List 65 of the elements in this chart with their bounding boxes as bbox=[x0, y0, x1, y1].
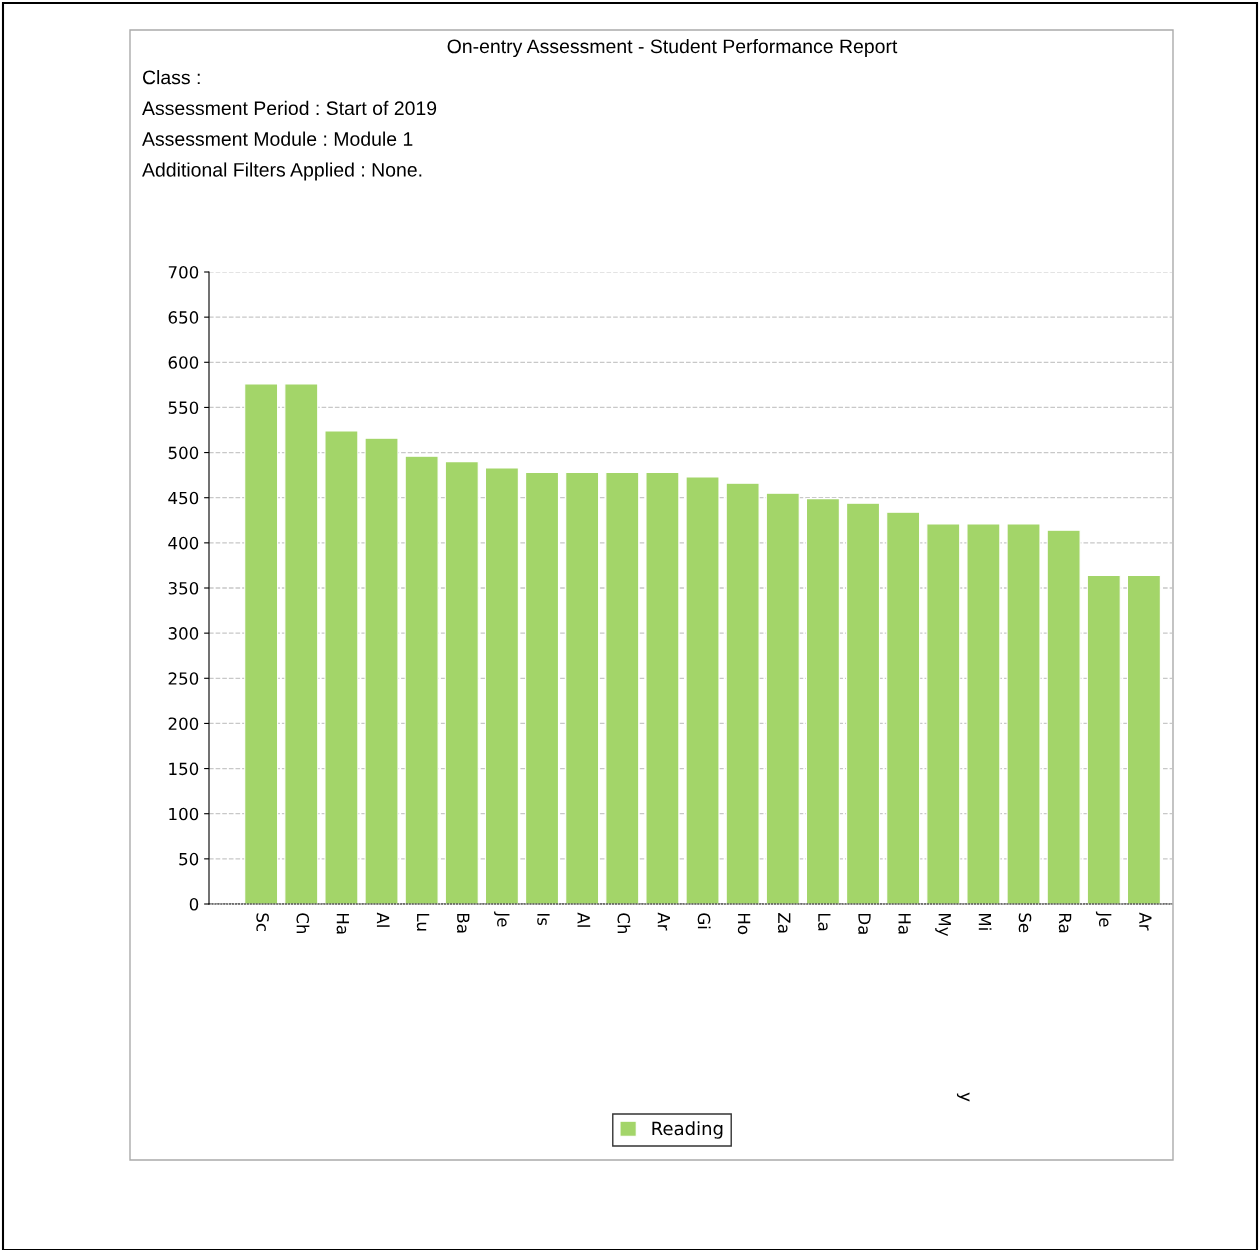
bar bbox=[364, 437, 399, 904]
x-tick-label: Gi bbox=[697, 913, 711, 929]
y-tick-label: 200 bbox=[168, 717, 199, 730]
bar bbox=[1006, 523, 1041, 904]
y-tick-label: 500 bbox=[168, 446, 199, 460]
x-tick-label: Sc bbox=[256, 913, 269, 932]
bar bbox=[1086, 574, 1121, 904]
x-tick-label: Al bbox=[376, 912, 390, 927]
bar bbox=[1046, 529, 1081, 904]
y-tick-label: 350 bbox=[168, 581, 199, 595]
x-tick-label: Ha bbox=[336, 913, 349, 934]
bar bbox=[926, 523, 961, 904]
x-tick-label: Is bbox=[537, 913, 550, 926]
bar bbox=[725, 482, 760, 904]
chart-title: On-entry Assessment - Student Performance Report bbox=[447, 38, 898, 58]
bar bbox=[645, 471, 680, 904]
x-tick-label: Ha bbox=[898, 913, 911, 934]
y-tick-label: 300 bbox=[168, 627, 199, 640]
x-tick-label: Za bbox=[777, 913, 791, 933]
x-tick-label: Ra bbox=[1058, 913, 1072, 933]
bar bbox=[605, 471, 640, 904]
bar bbox=[444, 461, 479, 904]
y-tick-label: 700 bbox=[168, 265, 199, 279]
y-tick-label: 650 bbox=[168, 311, 199, 324]
y-tick-label: 100 bbox=[169, 807, 199, 821]
y-tick-label: 50 bbox=[179, 852, 199, 866]
y-tick-label: 0 bbox=[189, 897, 199, 911]
bar bbox=[966, 523, 1001, 904]
x-tick-label: Ho bbox=[737, 913, 751, 935]
x-tick-label: Da bbox=[858, 913, 871, 934]
x-tick-label: Al bbox=[577, 912, 591, 927]
x-tick-label: Ch bbox=[617, 913, 631, 934]
chart-subtitle: Class : Assessment Period : Start of 2019 Assessment Module : Module 1 Additional Filters Applied : None. bbox=[142, 70, 437, 181]
bar bbox=[765, 492, 800, 904]
x-tick-label: Je bbox=[1095, 911, 1112, 927]
text: y bbox=[956, 1092, 970, 1102]
x-tick-label: La bbox=[818, 913, 831, 931]
x-tick-label: My bbox=[935, 913, 951, 937]
y-tick-label: 150 bbox=[169, 762, 199, 776]
bar bbox=[244, 383, 279, 904]
bar bbox=[525, 471, 560, 904]
x-tick-label: Mi bbox=[978, 913, 992, 930]
y-tick-label: 550 bbox=[168, 401, 199, 414]
bar bbox=[886, 511, 921, 904]
legend-label: Reading bbox=[652, 1121, 723, 1139]
bar bbox=[484, 467, 519, 904]
bar bbox=[1126, 574, 1161, 904]
x-tick-label: Lu bbox=[416, 913, 430, 931]
x-tick-label: Se bbox=[1018, 913, 1032, 933]
bar bbox=[324, 430, 359, 904]
y-tick-label: 450 bbox=[168, 491, 199, 505]
x-tick-label: Je bbox=[493, 911, 510, 927]
bar bbox=[805, 498, 840, 904]
x-tick-label: Ch bbox=[296, 913, 310, 934]
y-tick-label: 600 bbox=[168, 356, 199, 369]
bar bbox=[685, 476, 720, 904]
bar bbox=[565, 471, 600, 904]
bar bbox=[846, 502, 881, 904]
y-tick-label: 400 bbox=[168, 536, 199, 550]
bar bbox=[284, 383, 319, 904]
bar bbox=[404, 455, 439, 904]
x-tick-label: Ar bbox=[657, 912, 670, 931]
x-tick-label: Ar bbox=[1139, 912, 1152, 931]
x-tick-label: Ba bbox=[456, 913, 470, 933]
y-tick-label: 250 bbox=[168, 672, 199, 685]
